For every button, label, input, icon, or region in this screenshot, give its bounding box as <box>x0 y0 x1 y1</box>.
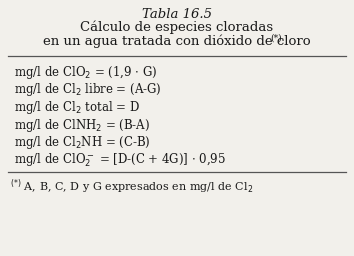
Text: Cálculo de especies cloradas: Cálculo de especies cloradas <box>80 21 274 35</box>
Text: mg/l de ClO$_2^-$ = [D-(C + 4G)] $\cdot$ 0,95: mg/l de ClO$_2^-$ = [D-(C + 4G)] $\cdot$… <box>14 152 226 169</box>
Text: en un agua tratada con dióxido de cloro: en un agua tratada con dióxido de cloro <box>43 34 311 48</box>
Text: mg/l de ClNH$_2$ = (B-A): mg/l de ClNH$_2$ = (B-A) <box>14 116 150 133</box>
Text: mg/l de ClO$_2$ = (1,9 $\cdot$ G): mg/l de ClO$_2$ = (1,9 $\cdot$ G) <box>14 64 157 81</box>
Text: mg/l de Cl$_2$ total = D: mg/l de Cl$_2$ total = D <box>14 99 140 116</box>
Text: (*).: (*). <box>270 34 285 43</box>
Text: mg/l de Cl$_2$ libre = (A-G): mg/l de Cl$_2$ libre = (A-G) <box>14 81 161 99</box>
Text: $^{(*)}$ A, B, C, D y G expresados en mg/l de Cl$_2$: $^{(*)}$ A, B, C, D y G expresados en mg… <box>10 177 253 196</box>
Text: mg/l de Cl$_2$NH = (C-B): mg/l de Cl$_2$NH = (C-B) <box>14 134 150 151</box>
Text: Tabla 16.5: Tabla 16.5 <box>142 8 212 21</box>
